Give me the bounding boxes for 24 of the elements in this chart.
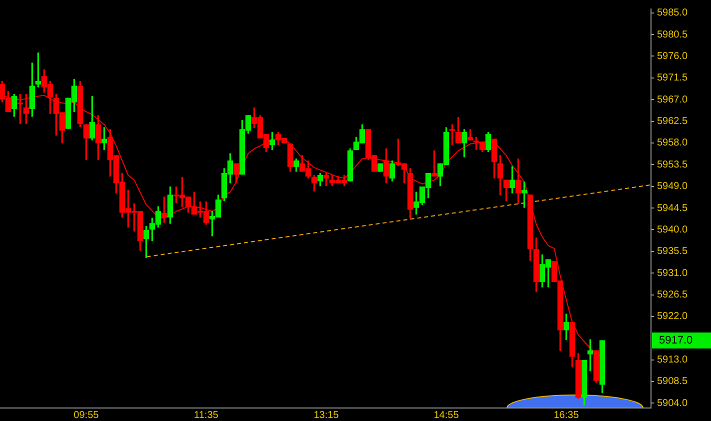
y-tick-label: 5940.0: [657, 224, 688, 236]
x-tick-label: 16:35: [554, 410, 580, 421]
y-tick-label: 5953.5: [657, 159, 688, 170]
y-tick-label: 5949.0: [657, 181, 688, 192]
y-tick-label: 5922.0: [657, 311, 688, 322]
y-tick-label: 5935.5: [657, 246, 688, 258]
y-tick-label: 5904.0: [657, 398, 688, 409]
y-tick-label: 5931.0: [657, 268, 688, 279]
y-tick-label: 5985.0: [657, 8, 688, 19]
y-tick-label: 5908.5: [657, 376, 688, 388]
x-tick-label: 13:15: [314, 410, 340, 421]
y-tick-label: 5962.5: [657, 116, 688, 128]
y-tick-label: 5944.5: [657, 202, 688, 214]
y-tick-label: 5926.5: [657, 290, 688, 301]
y-tick-label: 5913.0: [657, 354, 688, 366]
x-tick-label: 09:55: [74, 410, 100, 421]
y-tick-label: 5976.0: [657, 50, 688, 62]
y-tick-label: 5958.0: [657, 138, 688, 149]
text: 5917.0: [659, 334, 693, 347]
x-tick-label: 14:55: [434, 410, 460, 421]
y-tick-label: 5967.0: [657, 94, 688, 106]
y-tick-label: 5980.5: [657, 29, 688, 40]
y-tick-label: 5971.5: [657, 72, 688, 84]
x-tick-label: 11:35: [194, 410, 219, 421]
